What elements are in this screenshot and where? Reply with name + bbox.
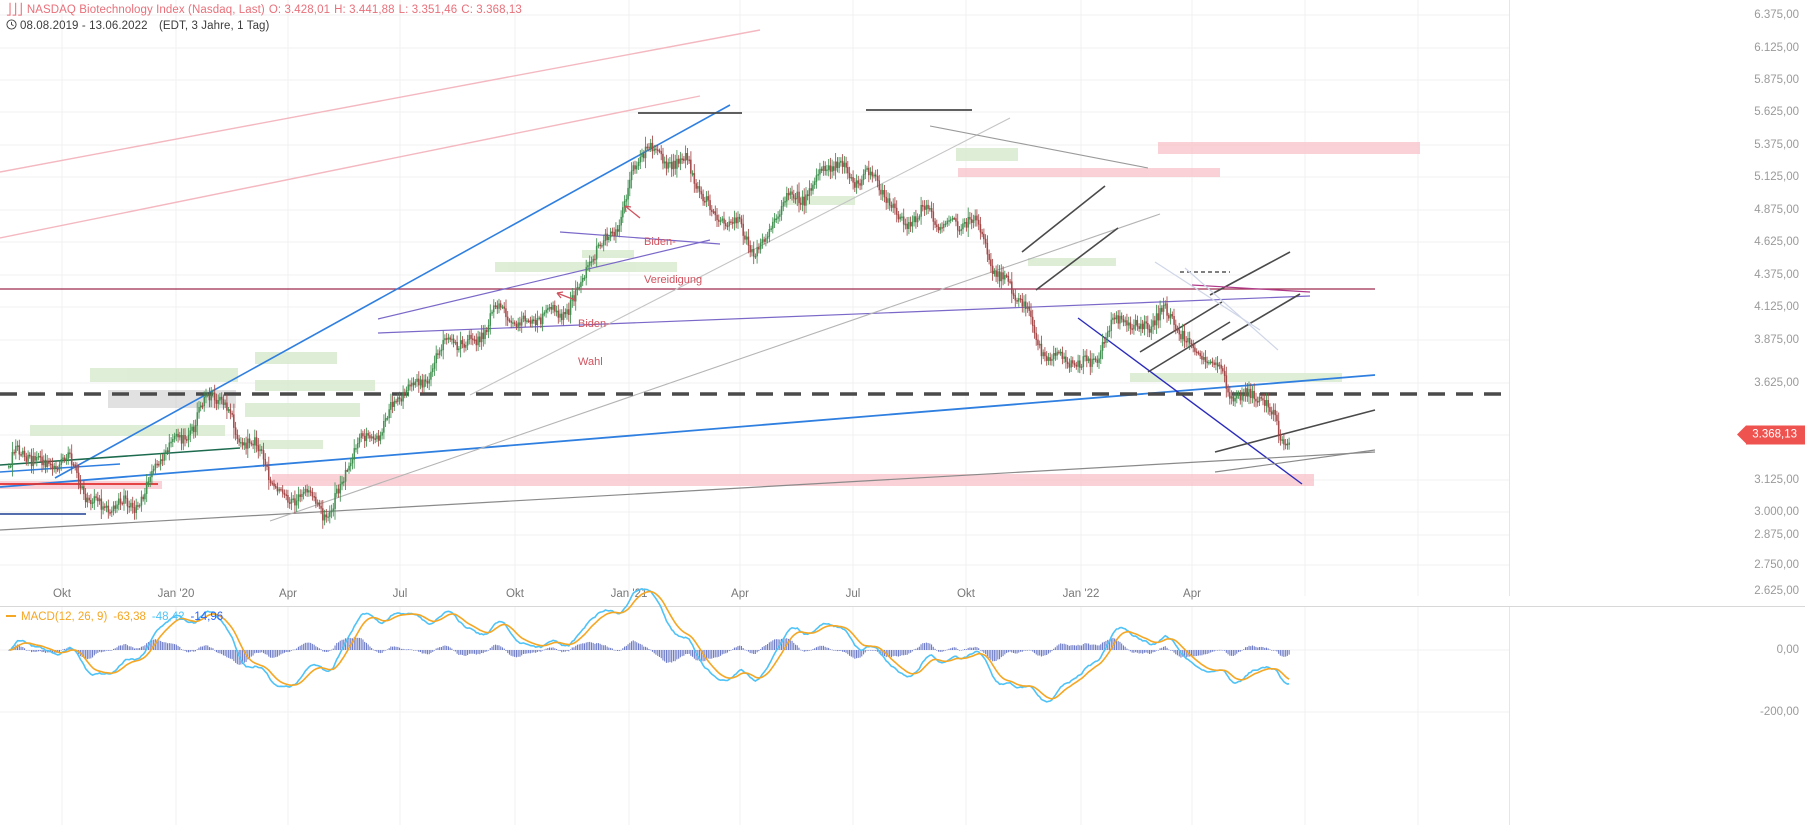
macd-line (8, 587, 1290, 703)
price-tick: 5.375,00 (1754, 139, 1799, 151)
price-tick: 2.625,00 (1754, 585, 1799, 597)
macd-chart-svg (0, 587, 1509, 825)
horizontal-gridlines (0, 14, 1509, 566)
price-tick: 4.875,00 (1754, 204, 1799, 216)
annotation-line-2: Vereidigung (644, 273, 703, 286)
annotation-biden-wahl: Biden- Wahl (578, 293, 610, 393)
macd-signal-line (8, 590, 1290, 700)
drawn-trendlines (0, 29, 1376, 531)
macd-tick: 0,00 (1776, 644, 1799, 656)
macd-vertical-gridlines (61, 607, 1419, 825)
price-tick: 4.125,00 (1754, 301, 1799, 313)
macd-tick: -200,00 (1759, 706, 1799, 718)
time-tick: Okt (957, 588, 975, 600)
time-tick: Jul (392, 588, 408, 600)
time-axis-secondary (0, 684, 1509, 702)
time-tick: Jul (845, 588, 861, 600)
macd-axis[interactable]: 0,00 -200,00 (1509, 607, 1805, 825)
time-tick: Okt (53, 588, 71, 600)
price-tick: 4.375,00 (1754, 269, 1799, 281)
time-tick: Apr (731, 588, 749, 600)
price-tick: 2.875,00 (1754, 529, 1799, 541)
price-tick: 4.625,00 (1754, 236, 1799, 248)
price-tick: 6.375,00 (1754, 9, 1799, 21)
time-tick: Jan '20 (157, 588, 195, 600)
candlestick-series (8, 135, 1290, 529)
annotation-line-1: Biden- (644, 236, 676, 248)
time-tick: Apr (279, 588, 297, 600)
annotation-arrows (556, 205, 641, 301)
price-tick: 3.625,00 (1754, 377, 1799, 389)
macd-pane[interactable] (0, 587, 1509, 825)
annotation-line-1: Biden- (578, 318, 610, 330)
annotation-biden-vereidigung: Biden- Vereidigung (644, 211, 702, 311)
current-price-badge[interactable]: 3.368,13 (1737, 425, 1805, 445)
price-axis[interactable]: 6.375,00 6.125,00 5.875,00 5.625,00 5.37… (1509, 0, 1805, 597)
time-tick: Apr (1183, 588, 1201, 600)
macd-value-3: -14,96 (190, 611, 224, 623)
pane-divider[interactable] (0, 606, 1805, 607)
price-tick: 3.000,00 (1754, 506, 1799, 518)
price-tick: 3.125,00 (1754, 474, 1799, 486)
price-tick: 3.875,00 (1754, 334, 1799, 346)
dash-icon (6, 615, 16, 617)
price-tick: 5.125,00 (1754, 171, 1799, 183)
macd-value-1: -63,38 (113, 611, 146, 623)
macd-histogram (8, 637, 1290, 665)
price-pane[interactable]: Biden- Vereidigung Biden- Wahl (0, 0, 1509, 596)
zone-rectangles (0, 142, 1420, 489)
annotation-line-2: Wahl (578, 355, 603, 368)
price-tick: 5.625,00 (1754, 106, 1799, 118)
vertical-gridlines (61, 0, 1419, 596)
price-tick: 5.875,00 (1754, 74, 1799, 86)
macd-indicator-name[interactable]: MACD(12, 26, 9) (21, 611, 108, 623)
time-axis[interactable]: Okt Jan '20 Apr Jul Okt Jan '21 Apr Jul … (0, 587, 1509, 607)
price-chart-svg (0, 0, 1509, 596)
time-tick: Jan '22 (1062, 588, 1100, 600)
price-tick: 6.125,00 (1754, 42, 1799, 54)
price-tick: 2.750,00 (1754, 559, 1799, 571)
time-tick: Okt (506, 588, 524, 600)
macd-value-2: -48,42 (151, 611, 185, 623)
macd-legend[interactable]: MACD(12, 26, 9) -63,38 -48,42 -14,96 (6, 611, 223, 623)
